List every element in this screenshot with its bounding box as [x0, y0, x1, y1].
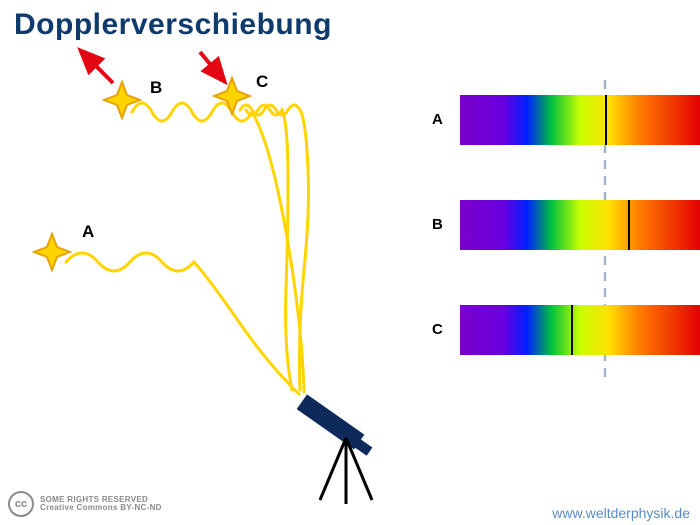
motion-arrow-b [80, 50, 113, 83]
wave-a [66, 253, 299, 394]
star-b-icon [104, 82, 140, 118]
cc-icon: cc [8, 491, 34, 517]
wave-group [66, 103, 309, 394]
wave-b [132, 103, 304, 392]
star-a-icon [34, 234, 70, 270]
telescope-icon [297, 394, 373, 504]
star-label-c: C [256, 72, 268, 92]
motion-arrow-c [200, 52, 225, 82]
source-url: www.weltderphysik.de [552, 505, 690, 521]
wave-c2 [246, 105, 292, 390]
page-title: Dopplerverschiebung [14, 8, 332, 42]
absorption-line-b [628, 200, 630, 250]
doppler-scene [0, 0, 700, 525]
star-c-icon [214, 78, 250, 114]
star-label-a: A [82, 222, 94, 242]
license-badge: cc SOME RIGHTS RESERVED Creative Commons… [8, 491, 162, 517]
spectrum-bar-c [460, 305, 700, 355]
star-label-b: B [150, 78, 162, 98]
spectrum-label-c: C [432, 321, 443, 338]
spectrum-label-b: B [432, 216, 443, 233]
absorption-line-a [605, 95, 607, 145]
spectrum-label-a: A [432, 111, 443, 128]
wave-c [240, 105, 309, 390]
spectrum-bar-a [460, 95, 700, 145]
absorption-line-c [571, 305, 573, 355]
spectrum-bar-b [460, 200, 700, 250]
stars-group [34, 78, 250, 270]
license-line2: Creative Commons BY-NC-ND [40, 504, 162, 512]
